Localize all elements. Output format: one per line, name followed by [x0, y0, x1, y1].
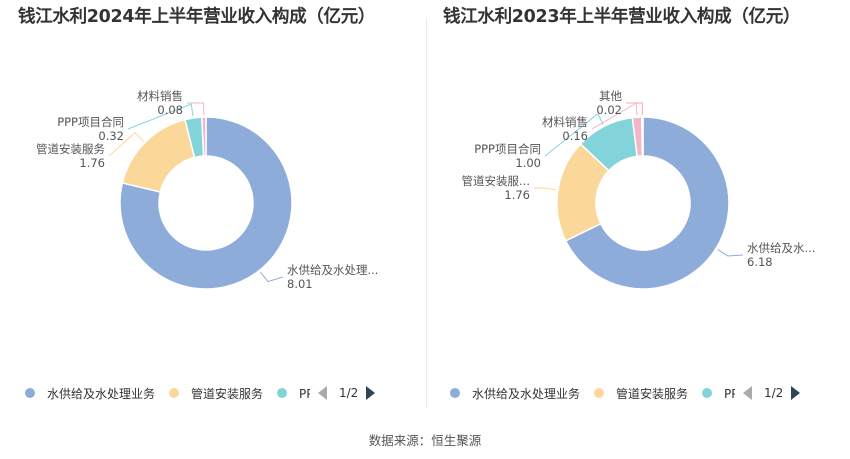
slice-value-label: 0.02 [596, 103, 622, 117]
slice-value-label: 6.18 [747, 255, 773, 269]
donut-slice[interactable] [641, 116, 644, 157]
legend-pager: 1/2 [318, 386, 376, 400]
legend-label: 水供给及水处理业务 [47, 386, 156, 401]
slice-value-label: 1.76 [79, 156, 105, 170]
slice-name-label: 材料销售 [137, 89, 183, 103]
legend-marker [169, 388, 180, 398]
legend-items: 水供给及水处理业务 管道安装服务 PPP项目合同 [450, 385, 735, 402]
leader-line [625, 102, 643, 116]
legend-label: 管道安装服务 [616, 386, 689, 401]
slice-name-label: PPP项目合同 [474, 142, 541, 156]
donut-slice[interactable] [121, 118, 196, 193]
slice-name-label: 管道安装服... [462, 174, 530, 188]
legend-item-pipe[interactable]: 管道安装服务 [169, 385, 263, 402]
chart-title: 钱江水利2023年上半年营业收入构成（亿元） [443, 7, 801, 27]
legend-marker [450, 388, 460, 398]
slice-value-label: 1.76 [504, 188, 530, 202]
next-page-icon[interactable] [366, 386, 376, 400]
donut-chart-2023: 水供给及水...6.18管道安装服...1.76PPP项目合同1.00材料销售0… [462, 89, 815, 290]
leader-line [186, 102, 205, 116]
legend-label: 水供给及水处理业务 [472, 386, 581, 401]
legend-item-water[interactable]: 水供给及水处理业务 [25, 385, 155, 402]
leader-line [717, 249, 744, 257]
slice-name-label: 材料销售 [542, 115, 588, 129]
slice-name-label: PPP项目合同 [57, 115, 124, 129]
chart-panel-2024: 钱江水利2024年上半年营业收入构成（亿元） 水供给及水处理... 8.01 管道安… [0, 0, 425, 410]
data-source-note: 数据来源：恒生聚源 [368, 433, 482, 448]
slice-value-label: 0.32 [98, 129, 124, 143]
leader-line [127, 103, 194, 130]
slice-value-label: 0.08 [157, 103, 183, 117]
slice-value-label: 0.16 [562, 129, 588, 143]
donut-slice[interactable] [564, 116, 730, 290]
legend-marker [594, 388, 605, 398]
next-page-icon[interactable] [791, 386, 801, 400]
leader-line [260, 271, 284, 283]
legend-marker [277, 388, 288, 398]
prev-page-icon[interactable] [743, 386, 752, 400]
legend-item-water[interactable]: 水供给及水处理业务 [450, 385, 580, 402]
slice-name-label: 水供给及水处理... [287, 263, 378, 277]
slice-value-label: 8.01 [287, 277, 313, 291]
legend-item-ppp[interactable]: PPP项目合同 [277, 385, 310, 402]
legend-pager: 1/2 [743, 386, 801, 400]
legend-item-pipe[interactable]: 管道安装服务 [594, 385, 688, 402]
legend-label: 管道安装服务 [191, 386, 264, 401]
prev-page-icon[interactable] [318, 386, 327, 400]
leader-line [533, 187, 557, 191]
legend: 水供给及水处理业务 管道安装服务 PPP项目合同 1/2 [450, 383, 835, 403]
leader-line [108, 131, 144, 157]
legend-marker [25, 388, 35, 398]
legend-label: PPP项目合同 [724, 386, 735, 401]
panel-divider [426, 18, 427, 408]
slice-name-label: 管道安装服务 [36, 142, 105, 156]
chart-title: 钱江水利2024年上半年营业收入构成（亿元） [18, 7, 376, 27]
legend-marker [702, 388, 713, 398]
legend-item-ppp[interactable]: PPP项目合同 [702, 385, 735, 402]
legend: 水供给及水处理业务 管道安装服务 PPP项目合同 1/2 [25, 383, 410, 403]
slice-name-label: 水供给及水... [747, 241, 815, 255]
leader-line [544, 113, 604, 157]
legend-items: 水供给及水处理业务 管道安装服务 PPP项目合同 [25, 385, 310, 402]
slice-name-label: 其他 [599, 89, 622, 103]
chart-panel-2023: 钱江水利2023年上半年营业收入构成（亿元） 水供给及水... 6.18 管道安装服… [425, 0, 850, 410]
donut-slice[interactable] [200, 116, 207, 157]
donut-slice[interactable] [119, 116, 293, 290]
page-indicator: 1/2 [764, 386, 784, 400]
page-indicator: 1/2 [339, 386, 359, 400]
legend-label: PPP项目合同 [299, 386, 310, 401]
slice-value-label: 1.00 [515, 156, 541, 170]
